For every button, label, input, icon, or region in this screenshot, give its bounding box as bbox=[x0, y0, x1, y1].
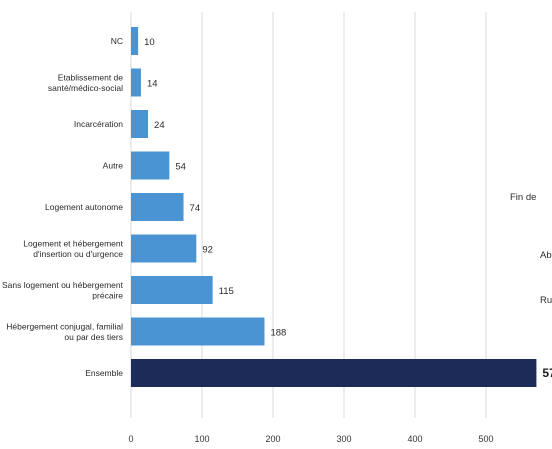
value-label: 115 bbox=[219, 286, 234, 297]
x-tick-label: 500 bbox=[478, 434, 493, 444]
bar bbox=[131, 317, 265, 346]
value-label: 10 bbox=[144, 37, 155, 48]
cropped-label: Ru bbox=[540, 295, 552, 306]
category-label-line: précaire bbox=[92, 290, 123, 300]
value-label: 24 bbox=[154, 120, 165, 131]
category-label-line: santé/médico-social bbox=[48, 83, 123, 93]
category-label-line: Sans logement ou hébergement bbox=[2, 280, 124, 290]
value-label: 571 bbox=[542, 366, 552, 380]
value-label: 54 bbox=[175, 162, 186, 173]
category-label-line: Logement et hébergement bbox=[23, 238, 123, 248]
bar bbox=[131, 276, 213, 304]
bar bbox=[131, 234, 197, 263]
category-label-line: ou par des tiers bbox=[64, 332, 123, 342]
category-labels: NC Etablissement de santé/médico-social Inc… bbox=[2, 36, 124, 378]
category-label-line: Hébergement conjugal, familial bbox=[6, 321, 123, 331]
value-label: 14 bbox=[147, 79, 158, 90]
x-tick-label: 200 bbox=[265, 434, 280, 444]
x-axis-ticks: 0 100 200 300 400 500 bbox=[128, 434, 493, 444]
value-label: 188 bbox=[270, 328, 286, 339]
bar-ensemble bbox=[131, 359, 537, 387]
category-label-line: Ensemble bbox=[85, 368, 123, 378]
category-label: Etablissement de santé/médico-social bbox=[48, 72, 123, 93]
bar bbox=[131, 27, 139, 55]
category-label: Autre bbox=[103, 161, 124, 171]
category-label: Incarcération bbox=[74, 119, 123, 129]
category-label-line: Incarcération bbox=[74, 119, 123, 129]
bar bbox=[131, 68, 141, 97]
category-label: Logement et hébergement d'insertion ou d'… bbox=[23, 238, 123, 259]
category-label: NC bbox=[111, 36, 123, 46]
category-label-line: Logement autonome bbox=[45, 202, 123, 212]
category-label-line: d'insertion ou d'urgence bbox=[33, 249, 123, 259]
x-tick-label: 0 bbox=[128, 434, 133, 444]
value-label: 74 bbox=[190, 203, 201, 214]
category-label: Logement autonome bbox=[45, 202, 123, 212]
bar bbox=[131, 110, 149, 138]
category-label-line: NC bbox=[111, 36, 123, 46]
bar bbox=[131, 151, 170, 180]
x-tick-label: 300 bbox=[336, 434, 351, 444]
x-tick-label: 400 bbox=[407, 434, 422, 444]
cropped-label: Ab bbox=[540, 250, 552, 261]
x-tick-label: 100 bbox=[194, 434, 209, 444]
value-label: 92 bbox=[202, 245, 213, 256]
category-label: Hébergement conjugal, familial ou par des… bbox=[6, 321, 123, 342]
bar bbox=[131, 193, 184, 221]
category-label-line: Autre bbox=[103, 161, 124, 171]
category-label-line: Etablissement de bbox=[58, 72, 123, 82]
bars bbox=[131, 27, 537, 387]
side-labels: Fin de Ab Ru bbox=[510, 192, 552, 306]
cropped-label: Fin de bbox=[510, 192, 536, 203]
value-labels: 10 14 24 54 74 92 115 188 571 bbox=[144, 37, 552, 380]
category-label: Sans logement ou hébergement précaire bbox=[2, 280, 124, 301]
category-label: Ensemble bbox=[85, 368, 123, 378]
gridlines bbox=[130, 12, 487, 418]
